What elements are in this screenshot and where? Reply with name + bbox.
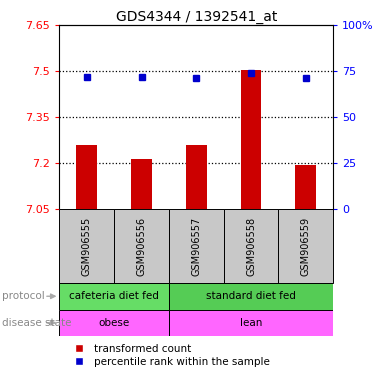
Title: GDS4344 / 1392541_at: GDS4344 / 1392541_at <box>116 10 277 24</box>
Bar <box>59 310 169 336</box>
Bar <box>169 283 333 310</box>
Text: GSM906555: GSM906555 <box>82 217 92 276</box>
Text: GSM906558: GSM906558 <box>246 217 256 276</box>
Text: standard diet fed: standard diet fed <box>206 291 296 301</box>
Bar <box>278 209 333 283</box>
Bar <box>131 159 152 209</box>
Bar <box>76 145 97 209</box>
Bar <box>186 145 207 209</box>
Text: GSM906559: GSM906559 <box>301 217 311 276</box>
Bar <box>59 209 114 283</box>
Legend: transformed count, percentile rank within the sample: transformed count, percentile rank withi… <box>65 339 274 371</box>
Bar <box>241 70 262 209</box>
Text: GSM906556: GSM906556 <box>136 217 147 276</box>
Text: lean: lean <box>240 318 262 328</box>
Text: cafeteria diet fed: cafeteria diet fed <box>69 291 159 301</box>
Bar <box>169 209 224 283</box>
Text: protocol: protocol <box>2 291 45 301</box>
Text: disease state: disease state <box>2 318 71 328</box>
Bar <box>169 310 333 336</box>
Bar <box>224 209 278 283</box>
Text: obese: obese <box>98 318 130 328</box>
Bar <box>114 209 169 283</box>
Bar <box>295 165 316 209</box>
Bar <box>59 283 169 310</box>
Text: GSM906557: GSM906557 <box>191 217 201 276</box>
